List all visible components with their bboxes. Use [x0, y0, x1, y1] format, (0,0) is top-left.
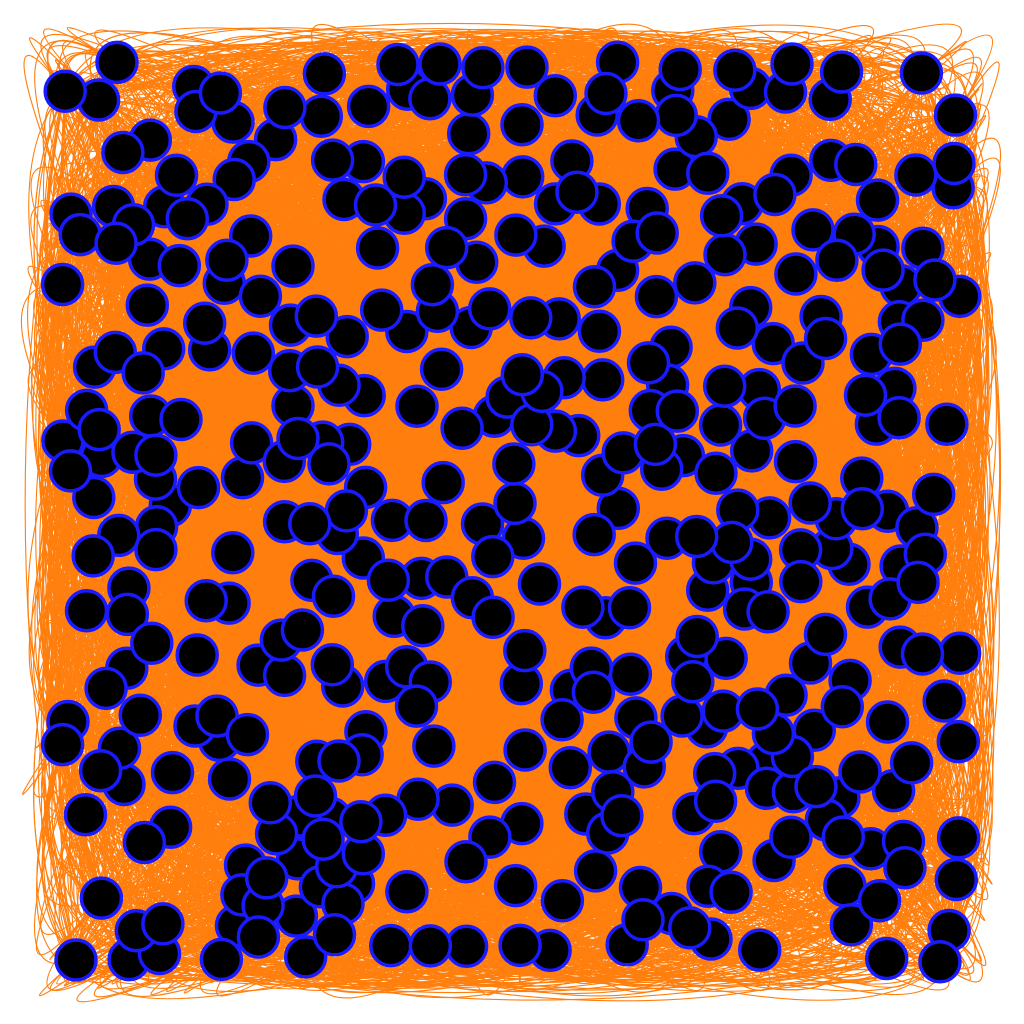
graph-edge	[952, 61, 1000, 189]
graph-edge	[791, 23, 963, 74]
graph-edge	[98, 28, 619, 101]
graph-edge	[893, 790, 987, 967]
graph-edge	[23, 54, 72, 215]
graph-edge	[920, 34, 994, 116]
